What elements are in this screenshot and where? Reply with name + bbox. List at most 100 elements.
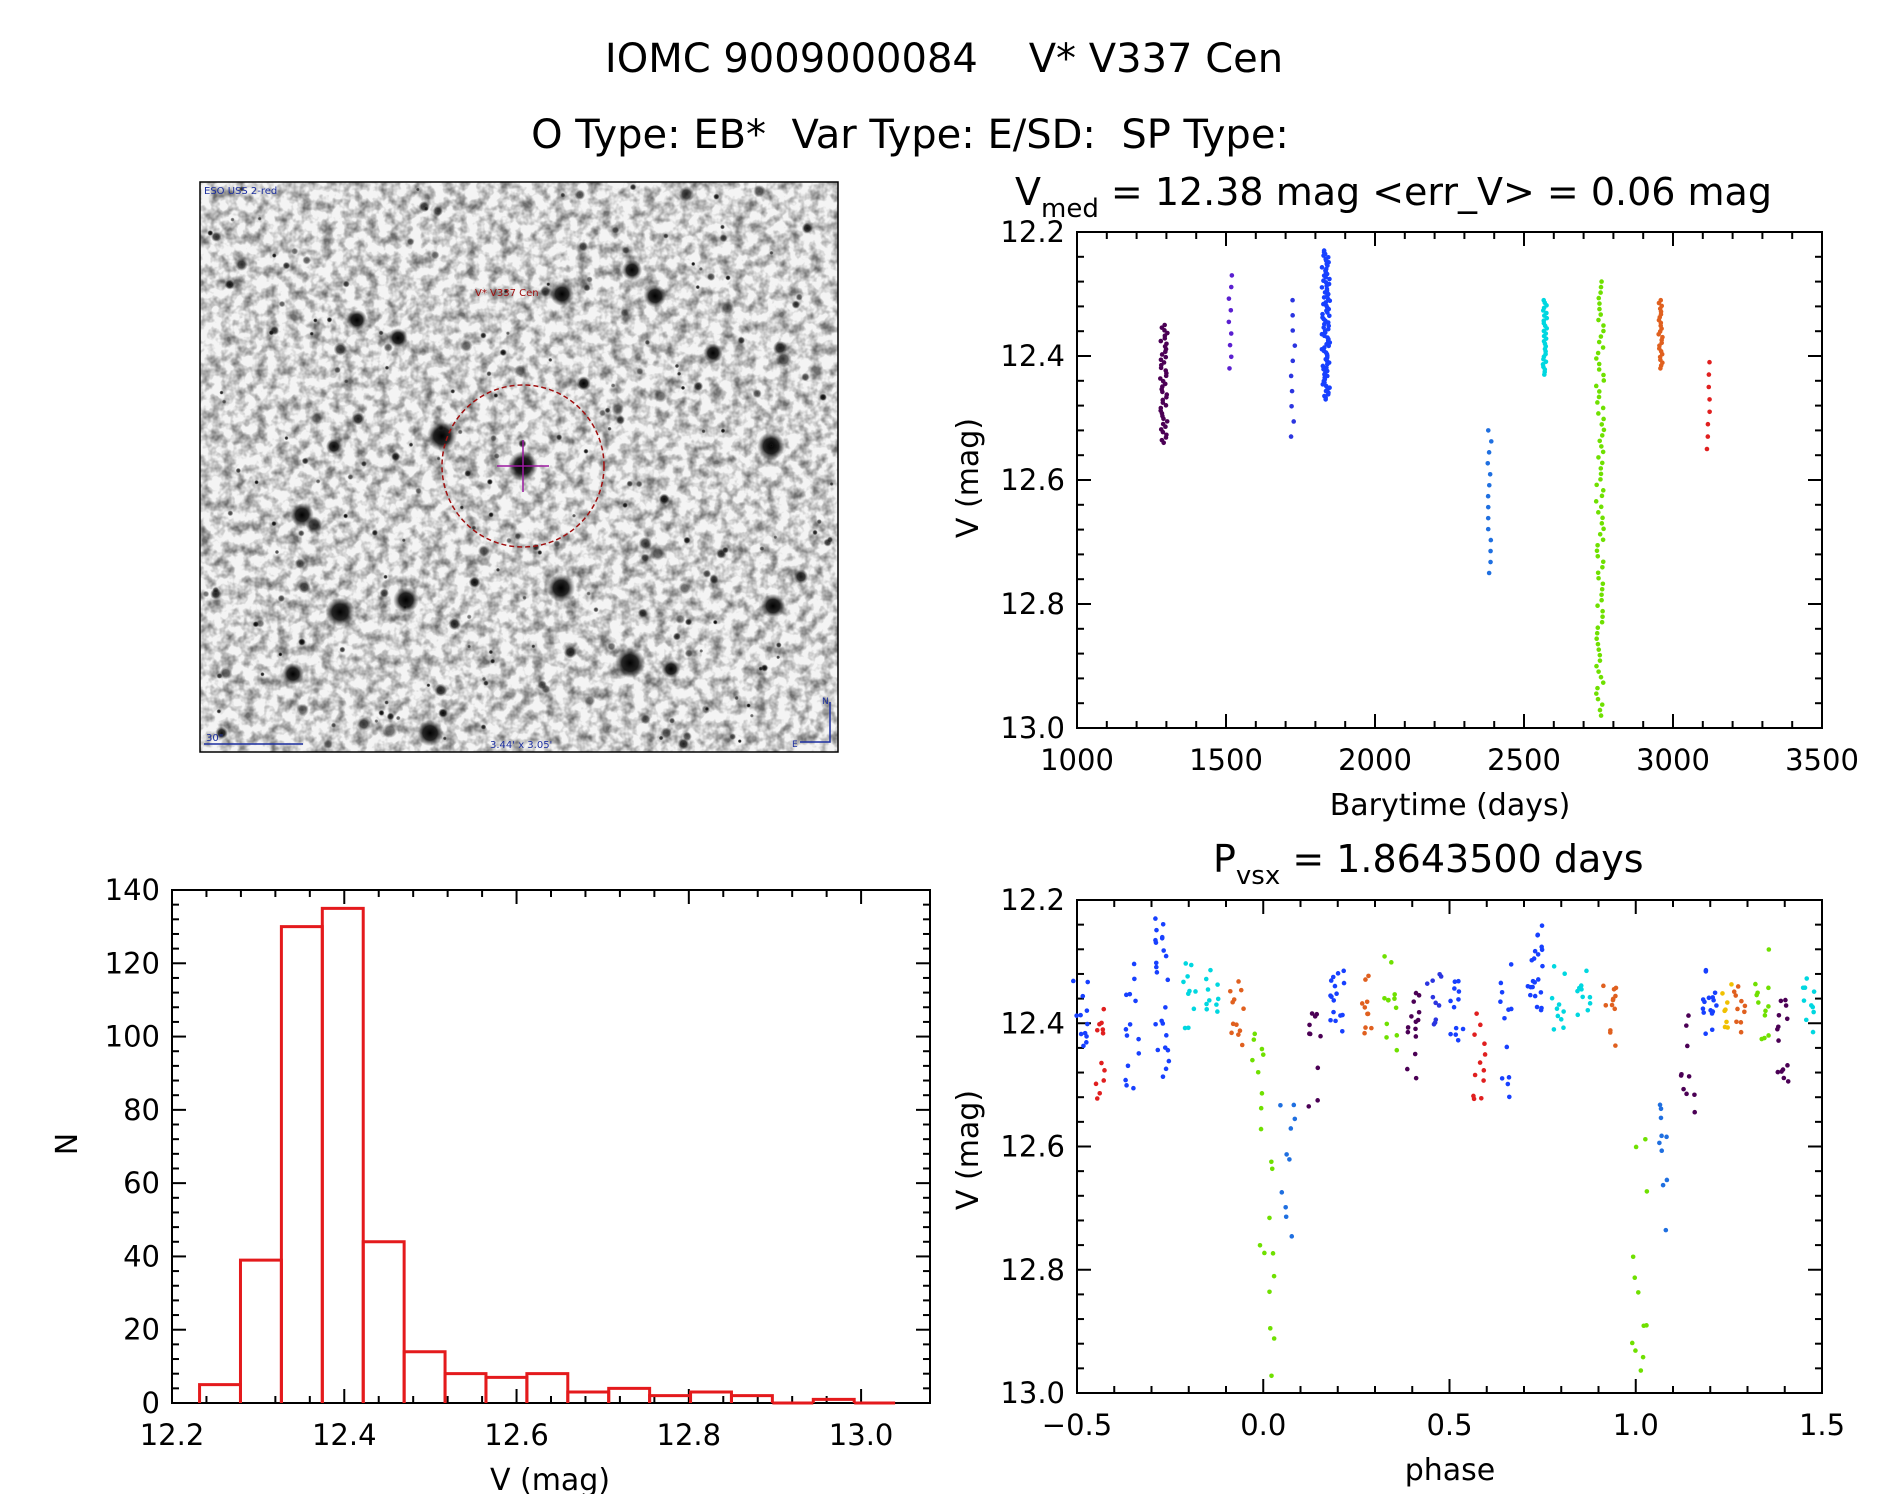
histogram-bar	[607, 1386, 652, 1403]
phased-point	[1778, 998, 1784, 1004]
star	[333, 342, 348, 357]
lightcurve-point	[1595, 400, 1600, 405]
phased-point	[1318, 1033, 1323, 1039]
lightcurve-point	[1598, 674, 1604, 680]
phased-point	[1766, 985, 1771, 991]
star	[560, 192, 566, 198]
star	[586, 591, 591, 596]
star	[371, 529, 379, 537]
phased-point	[1585, 1007, 1591, 1013]
lightcurve-point	[1488, 439, 1494, 444]
phased-point	[1259, 1091, 1265, 1096]
star	[215, 726, 228, 740]
phased-point	[1472, 1032, 1477, 1037]
lightcurve-point	[1488, 537, 1494, 543]
lightcurve-point	[1705, 434, 1711, 439]
star	[703, 343, 723, 363]
phased-point	[1809, 1003, 1814, 1008]
phased-point	[1643, 1136, 1648, 1142]
phased-ytick-label: 12.8	[1000, 1253, 1065, 1287]
star	[640, 714, 651, 725]
lightcurve-ytick-label: 12.8	[1000, 587, 1065, 621]
phased-point	[1630, 1254, 1636, 1260]
histogram-bar	[729, 1394, 774, 1403]
phased-point	[1252, 1031, 1258, 1037]
star	[448, 617, 461, 631]
lightcurve-point	[1327, 313, 1332, 319]
phased-point	[1452, 979, 1458, 984]
star	[823, 538, 832, 547]
lightcurve-point	[1707, 397, 1712, 402]
phased-point	[1709, 1027, 1715, 1033]
phased-point	[1535, 933, 1540, 938]
star	[483, 680, 489, 687]
star	[505, 331, 510, 336]
star	[607, 642, 616, 651]
phased-point	[1436, 1003, 1442, 1008]
star	[257, 216, 262, 221]
sky-image-panel: ESO USS 2-red V* V337 Cen 30" 3.44' x 3.…	[199, 181, 839, 753]
phased-point	[1203, 976, 1209, 982]
phased-point	[1136, 1051, 1142, 1056]
compass-north-label: N	[822, 697, 829, 707]
star	[426, 683, 431, 688]
star	[829, 481, 834, 487]
phased-point	[1455, 1037, 1461, 1043]
star	[235, 258, 248, 272]
star	[219, 666, 233, 680]
lightcurve-point	[1161, 440, 1167, 446]
phased-point	[1393, 1005, 1399, 1011]
phased-point	[1755, 990, 1760, 996]
lightcurve-xtick-label: 3500	[1785, 743, 1859, 777]
star	[571, 513, 577, 518]
histogram-ytick-label: 20	[123, 1313, 160, 1347]
star	[408, 442, 414, 448]
lightcurve-point	[1288, 434, 1294, 439]
star	[604, 407, 611, 414]
phased-point	[1498, 999, 1503, 1005]
phased-point	[1206, 998, 1212, 1003]
lightcurve-axes: 1000 1500 2000 2500 3000 3500 12.2 12.4 12.6 12.8…	[1000, 215, 1858, 777]
phased-point	[1587, 1001, 1593, 1006]
lightcurve-point	[1485, 515, 1491, 521]
star	[343, 513, 349, 519]
lightcurve-point	[1598, 312, 1604, 317]
lightcurve-point	[1600, 581, 1606, 587]
phased-point	[1508, 962, 1514, 967]
star	[418, 200, 431, 213]
star	[296, 703, 309, 717]
phased-ytick-label: 12.6	[1000, 1130, 1065, 1164]
lightcurve-point	[1485, 428, 1491, 433]
lightcurve-point	[1656, 332, 1661, 337]
phased-point	[1453, 1032, 1459, 1037]
phased-point	[1430, 994, 1436, 1000]
phased-point	[1385, 997, 1391, 1003]
star	[481, 676, 487, 682]
star	[574, 189, 586, 201]
phased-point	[1658, 1106, 1664, 1112]
phased-point	[1556, 1002, 1562, 1007]
phased-point	[1269, 1159, 1274, 1165]
lightcurve-point	[1487, 471, 1493, 477]
phased-point	[1362, 1030, 1367, 1036]
star	[315, 478, 321, 484]
lightcurve-ytick-label: 12.2	[1000, 215, 1065, 249]
phased-point	[1131, 961, 1137, 967]
star	[274, 549, 280, 555]
phased-point	[1679, 1071, 1684, 1077]
lightcurve-point	[1488, 548, 1493, 554]
lightcurve-point	[1595, 350, 1601, 356]
phased-point	[1659, 1133, 1664, 1139]
star	[254, 479, 259, 485]
lightcurve-point	[1597, 389, 1602, 394]
star	[383, 342, 393, 353]
size-label: 3.44' x 3.05'	[490, 740, 552, 751]
phased-point	[1185, 991, 1191, 997]
phased-point	[1181, 979, 1186, 985]
star	[653, 389, 668, 403]
phased-point	[1384, 1021, 1390, 1027]
lightcurve-xtick-label: 2000	[1338, 743, 1412, 777]
phased-point	[1738, 1029, 1744, 1035]
phased-point	[1701, 1010, 1707, 1015]
